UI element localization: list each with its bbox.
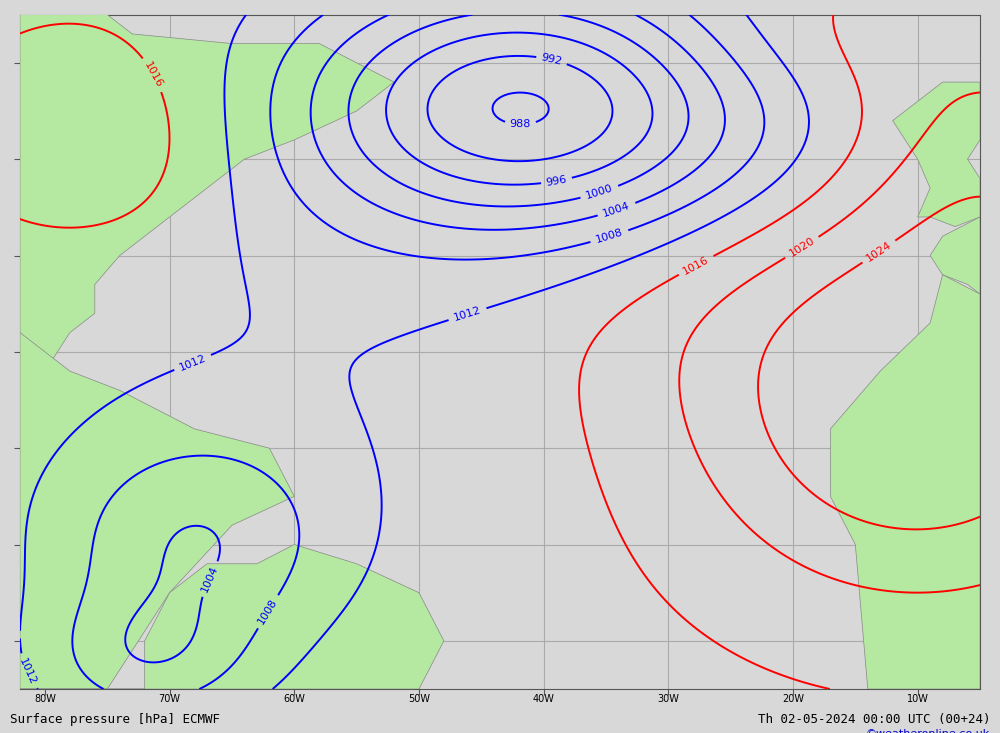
Text: 1012: 1012 bbox=[17, 657, 37, 687]
Text: ©weatheronline.co.uk: ©weatheronline.co.uk bbox=[866, 729, 990, 733]
Text: 1020: 1020 bbox=[787, 236, 817, 259]
Polygon shape bbox=[20, 15, 394, 400]
Text: Th 02-05-2024 00:00 UTC (00+24): Th 02-05-2024 00:00 UTC (00+24) bbox=[758, 712, 990, 726]
Text: 1016: 1016 bbox=[681, 254, 711, 276]
Text: 992: 992 bbox=[540, 53, 563, 67]
Text: 50W: 50W bbox=[408, 694, 430, 704]
Text: 1000: 1000 bbox=[585, 183, 614, 202]
Text: 40W: 40W bbox=[533, 694, 555, 704]
Text: 1024: 1024 bbox=[864, 240, 893, 264]
Text: 1008: 1008 bbox=[595, 227, 624, 246]
Text: 80W: 80W bbox=[34, 694, 56, 704]
Text: 10W: 10W bbox=[907, 694, 929, 704]
Text: 30W: 30W bbox=[657, 694, 679, 704]
Polygon shape bbox=[930, 217, 980, 294]
Text: 1016: 1016 bbox=[142, 60, 164, 89]
Text: 988: 988 bbox=[510, 119, 531, 130]
Text: 1004: 1004 bbox=[199, 564, 220, 594]
Text: 1012: 1012 bbox=[178, 353, 208, 372]
Text: Surface pressure [hPa] ECMWF: Surface pressure [hPa] ECMWF bbox=[10, 712, 220, 726]
Polygon shape bbox=[830, 275, 980, 689]
Text: 996: 996 bbox=[545, 174, 568, 188]
Text: 1004: 1004 bbox=[602, 201, 632, 219]
Polygon shape bbox=[20, 545, 444, 689]
Text: 60W: 60W bbox=[283, 694, 305, 704]
Text: 1012: 1012 bbox=[453, 305, 482, 323]
Text: 70W: 70W bbox=[159, 694, 181, 704]
Text: 20W: 20W bbox=[782, 694, 804, 704]
Text: 1008: 1008 bbox=[256, 597, 280, 626]
Polygon shape bbox=[20, 333, 294, 689]
Polygon shape bbox=[893, 82, 980, 226]
